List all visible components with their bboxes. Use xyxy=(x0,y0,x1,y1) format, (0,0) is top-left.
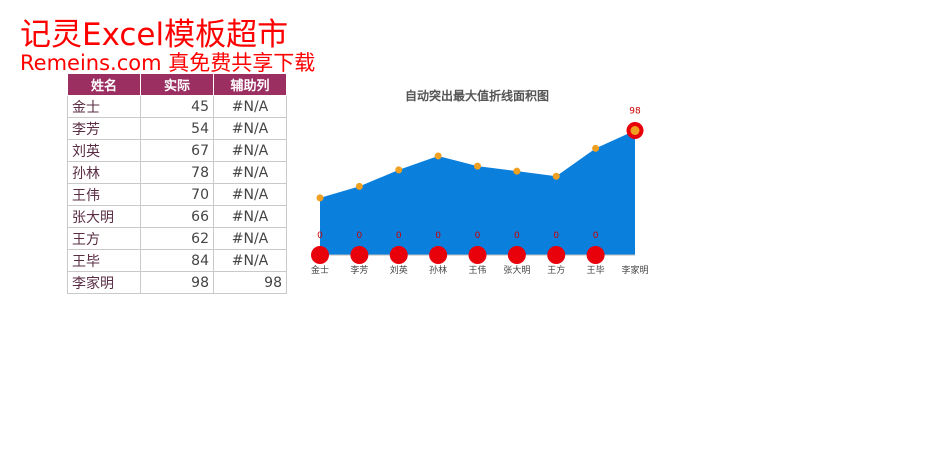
aux-marker xyxy=(311,246,329,264)
data-point xyxy=(395,166,403,174)
cell-actual[interactable]: 70 xyxy=(140,183,214,206)
table-row: 王毕 84 #N/A xyxy=(67,249,287,272)
data-table: 姓名 实际 辅助列 金士 45 #N/A 李芳 54 #N/A 刘英 67 #N/A 孙林 7… xyxy=(67,73,287,294)
aux-marker xyxy=(429,246,448,264)
cell-aux[interactable]: #N/A xyxy=(213,161,287,184)
table-row: 刘英 67 #N/A xyxy=(67,139,287,162)
watermark-title: 记灵Excel模板超市 xyxy=(20,17,289,53)
category-label: 孙林 xyxy=(429,264,447,276)
cell-name[interactable]: 李芳 xyxy=(67,117,141,140)
category-label: 李芳 xyxy=(350,264,368,276)
table-row: 王方 62 #N/A xyxy=(67,227,287,250)
table-row: 李家明 98 98 xyxy=(67,271,287,294)
cell-actual[interactable]: 45 xyxy=(140,95,214,118)
aux-marker xyxy=(507,246,526,264)
category-label: 王伟 xyxy=(468,264,486,276)
cell-aux[interactable]: #N/A xyxy=(213,117,287,140)
data-point xyxy=(355,182,363,190)
watermark-subtitle: Remeins.com 真免费共享下载 xyxy=(20,51,316,75)
table-row: 张大明 66 #N/A xyxy=(67,205,287,228)
cell-aux[interactable]: #N/A xyxy=(213,227,287,250)
data-point xyxy=(434,152,442,160)
cell-aux[interactable]: #N/A xyxy=(213,205,287,228)
aux-value-label: 0 xyxy=(357,231,363,241)
cell-actual[interactable]: 54 xyxy=(140,117,214,140)
cell-aux[interactable]: #N/A xyxy=(213,95,287,118)
chart-title: 自动突出最大值折线面积图 xyxy=(405,88,549,103)
data-point xyxy=(316,194,324,202)
header-name[interactable]: 姓名 xyxy=(67,73,141,96)
header-aux[interactable]: 辅助列 xyxy=(213,73,287,96)
data-point xyxy=(552,172,560,180)
cell-name[interactable]: 王伟 xyxy=(67,183,141,206)
cell-actual[interactable]: 62 xyxy=(140,227,214,250)
category-label: 金士 xyxy=(311,264,329,276)
table-row: 金士 45 #N/A xyxy=(67,95,287,118)
max-value-label: 98 xyxy=(629,107,641,117)
aux-value-label: 0 xyxy=(475,231,481,241)
aux-marker xyxy=(547,246,566,264)
cell-name[interactable]: 李家明 xyxy=(67,271,141,294)
area-series xyxy=(320,130,635,255)
cell-actual[interactable]: 66 xyxy=(140,205,214,228)
cell-name[interactable]: 王方 xyxy=(67,227,141,250)
aux-marker xyxy=(350,246,369,264)
data-point xyxy=(513,167,521,175)
watermark: 记灵Excel模板超市 Remeins.com 真免费共享下载 xyxy=(20,20,315,74)
cell-aux[interactable]: 98 xyxy=(213,271,287,294)
table-row: 孙林 78 #N/A xyxy=(67,161,287,184)
cell-name[interactable]: 张大明 xyxy=(67,205,141,228)
table-header-row: 姓名 实际 辅助列 xyxy=(67,73,287,96)
max-highlight-inner xyxy=(630,126,640,136)
cell-name[interactable]: 金士 xyxy=(67,95,141,118)
cell-actual[interactable]: 78 xyxy=(140,161,214,184)
cell-name[interactable]: 刘英 xyxy=(67,139,141,162)
table-row: 李芳 54 #N/A xyxy=(67,117,287,140)
data-point xyxy=(592,144,600,152)
category-label: 刘英 xyxy=(390,264,408,276)
aux-marker xyxy=(389,246,408,264)
cell-name[interactable]: 孙林 xyxy=(67,161,141,184)
aux-value-label: 0 xyxy=(514,231,520,241)
data-point xyxy=(474,162,481,170)
aux-value-label: 0 xyxy=(317,231,323,241)
aux-value-label: 0 xyxy=(435,231,441,241)
plot-area: 98 0 0 0 0 0 0 0 0 金士 李芳 刘英 孙林 王伟 张大明 王方 王毕 李家明 xyxy=(311,107,649,276)
aux-marker xyxy=(586,246,605,264)
cell-aux[interactable]: #N/A xyxy=(213,183,287,206)
category-label: 王方 xyxy=(547,264,565,276)
cell-actual[interactable]: 98 xyxy=(140,271,214,294)
aux-marker xyxy=(468,246,487,264)
aux-value-label: 0 xyxy=(593,231,599,241)
cell-actual[interactable]: 84 xyxy=(140,249,214,272)
aux-value-label: 0 xyxy=(396,231,402,241)
cell-aux[interactable]: #N/A xyxy=(213,249,287,272)
cell-aux[interactable]: #N/A xyxy=(213,139,287,162)
cell-actual[interactable]: 67 xyxy=(140,139,214,162)
header-actual[interactable]: 实际 xyxy=(140,73,214,96)
category-label: 李家明 xyxy=(621,264,648,276)
table-row: 王伟 70 #N/A xyxy=(67,183,287,206)
aux-value-label: 0 xyxy=(553,231,559,241)
area-chart[interactable]: 自动突出最大值折线面积图 98 0 0 0 0 0 0 0 0 金士 李芳 刘英 孙林 王伟 张大明 王方 王毕… xyxy=(300,80,660,280)
category-label: 张大明 xyxy=(503,264,530,276)
cell-name[interactable]: 王毕 xyxy=(67,249,141,272)
category-label: 王毕 xyxy=(587,264,605,276)
